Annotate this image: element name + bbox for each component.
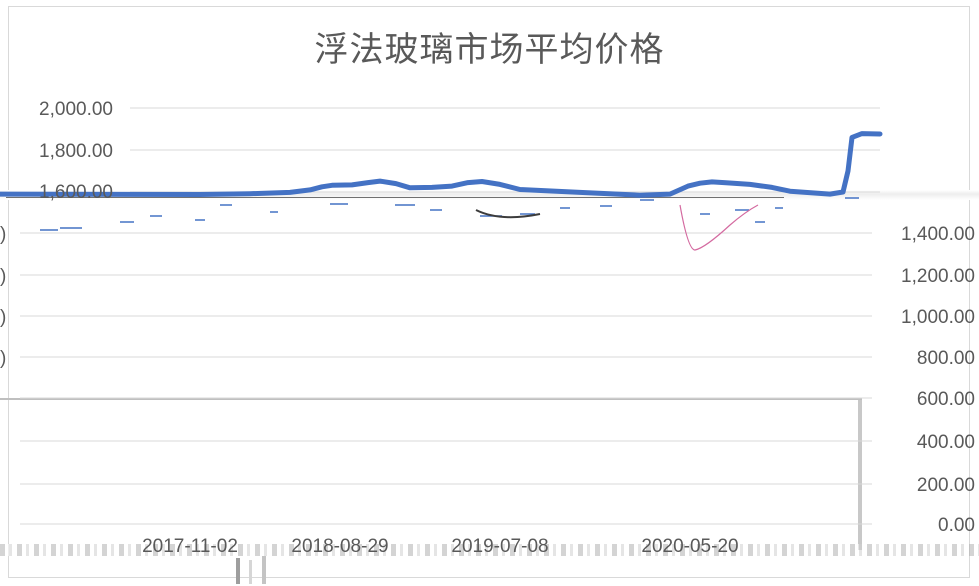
glitch-ghost-curve (679, 204, 759, 251)
glitch-band (0, 190, 979, 200)
y-tick-right-7: 0.00 (938, 515, 975, 536)
glitch-ghost-curve-dark (475, 209, 541, 219)
y-tick-right-6: 200.00 (917, 475, 975, 496)
y-tick-right-4: 600.00 (917, 389, 975, 410)
x-tick-2: 2019-07-08 (451, 536, 548, 557)
glitch-vertical-bar-bottom (262, 556, 266, 584)
glitch-separator-line (6, 197, 784, 198)
x-tick-3: 2020-05-20 (641, 536, 738, 557)
y-tick-left-clipped-3: ) (0, 348, 6, 369)
chart-title: 浮法玻璃市场平均价格 (314, 30, 665, 70)
y-tick-left-0: 2,000.00 (39, 99, 113, 120)
y-tick-right-1: 1,200.00 (901, 266, 975, 287)
glitch-bottom-strip (0, 544, 979, 556)
y-tick-right-5: 400.00 (917, 432, 975, 453)
series-line-price (0, 131, 883, 198)
x-tick-0: 2017-11-02 (142, 536, 238, 557)
y-tick-left-1: 1,800.00 (39, 141, 113, 162)
glitch-vertical-bar-bottom (249, 560, 252, 584)
y-tick-right-2: 1,000.00 (901, 307, 975, 328)
y-tick-left-clipped-2: ) (0, 307, 6, 328)
glitch-vertical-bar (858, 400, 862, 550)
y-tick-right-0: 1,400.00 (901, 224, 975, 245)
y-tick-right-3: 800.00 (917, 348, 975, 369)
chart-frame (8, 6, 970, 578)
y-tick-left-clipped-0: ) (0, 224, 6, 245)
y-tick-left-2: 1,600.00 (39, 182, 113, 203)
y-tick-left-clipped-1: ) (0, 266, 6, 287)
glitch-vertical-bar-bottom (236, 558, 240, 584)
glitch-separator-line-lower (0, 398, 862, 400)
x-tick-1: 2018-08-29 (291, 536, 388, 557)
